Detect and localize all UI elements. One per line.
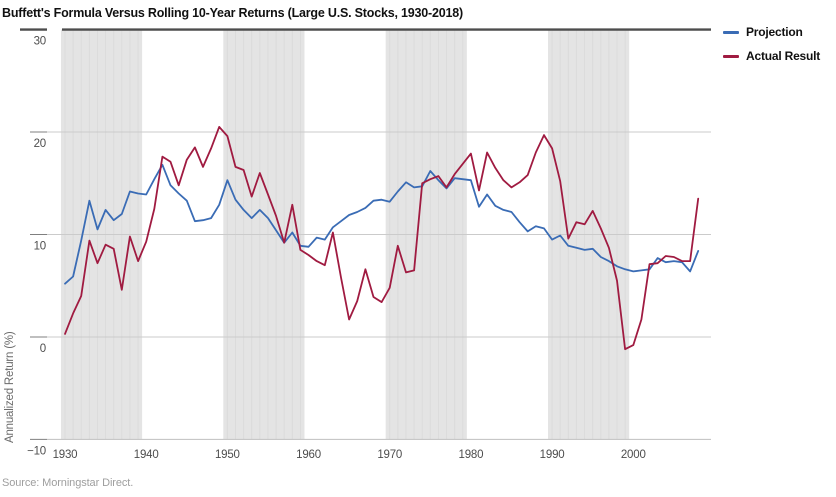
x-tick-label: 1980 [459, 449, 484, 461]
x-tick-label: 1930 [53, 449, 78, 461]
x-tick-label: 2000 [621, 449, 646, 461]
legend-label: Actual Result [746, 49, 821, 63]
y-axis-title: Annualized Return (%) [4, 331, 16, 443]
x-tick-label: 1990 [540, 449, 565, 461]
legend-item-projection: Projection [723, 25, 820, 39]
x-tick-label: 1950 [215, 449, 240, 461]
projection-line-icon [723, 30, 739, 34]
legend-item-actual-result: Actual Result [723, 49, 820, 63]
y-tick-label: −10 [27, 445, 46, 457]
y-tick-label: 0 [40, 343, 46, 355]
legend: Projection Actual Result [723, 25, 820, 63]
actual-result-line-icon [723, 54, 739, 58]
y-tick-label: 20 [34, 138, 46, 150]
source-note: Source: Morningstar Direct. [2, 477, 134, 489]
legend-label: Projection [746, 25, 803, 39]
x-tick-label: 1960 [296, 449, 321, 461]
y-tick-label: 30 [34, 36, 46, 48]
chart-title: Buffett's Formula Versus Rolling 10-Year… [2, 6, 463, 20]
series-line-actual-result [64, 126, 700, 351]
series-line-projection [64, 163, 700, 285]
x-tick-label: 1940 [134, 449, 159, 461]
y-tick-label: 10 [34, 241, 46, 253]
x-tick-label: 1970 [377, 449, 402, 461]
